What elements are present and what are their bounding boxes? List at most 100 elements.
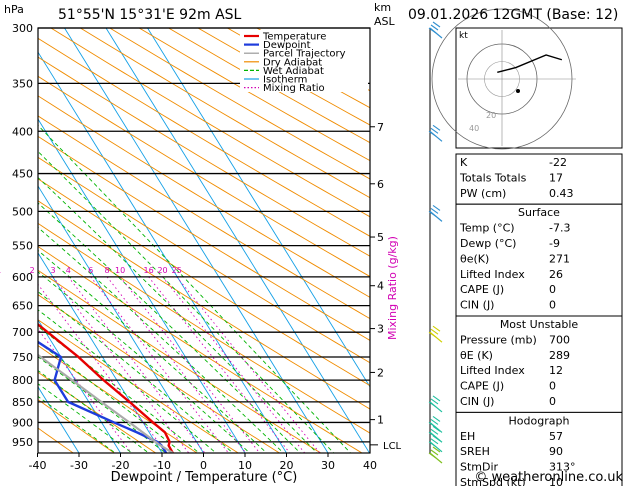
indices-label: Totals Totals bbox=[459, 171, 527, 184]
lcl-label: LCL bbox=[383, 441, 402, 452]
x-tick-label: 40 bbox=[363, 459, 377, 472]
mixing-ratio-axis-title: Mixing Ratio (g/kg) bbox=[386, 236, 399, 340]
most-unstable-label: Pressure (mb) bbox=[460, 333, 537, 346]
pressure-tick-label: 900 bbox=[12, 416, 33, 429]
km-tick-label: 2 bbox=[377, 366, 384, 379]
surface-label: Temp (°C) bbox=[459, 222, 515, 235]
wet-adiabat-line bbox=[0, 0, 142, 460]
wind-barb-flag bbox=[433, 205, 440, 210]
km-tick-label: 4 bbox=[377, 280, 384, 293]
x-axis-title: Dewpoint / Temperature (°C) bbox=[111, 470, 298, 485]
mixing-ratio-line bbox=[107, 277, 252, 460]
pressure-tick-label: 300 bbox=[12, 22, 33, 35]
pressure-tick-label: 450 bbox=[12, 168, 33, 181]
dry-adiabat-line bbox=[0, 3, 83, 460]
surface-value: 0 bbox=[549, 283, 556, 296]
mixing-ratio-label: 6 bbox=[88, 266, 93, 275]
mixing-ratio-label: 3 bbox=[50, 266, 55, 275]
datetime-title: 09.01.2026 12GMT (Base: 12) bbox=[408, 7, 618, 23]
mixing-ratio-label: 25 bbox=[172, 266, 182, 275]
pressure-tick-label: 500 bbox=[12, 205, 33, 218]
indices-label: K bbox=[460, 156, 468, 169]
pressure-tick-label: 800 bbox=[12, 374, 33, 387]
wind-barb-flag bbox=[429, 453, 436, 458]
indices-label: PW (cm) bbox=[460, 187, 506, 200]
dry-adiabat-line bbox=[0, 3, 457, 460]
wet-adiabat-line bbox=[0, 0, 158, 460]
wind-barb-flag bbox=[433, 416, 440, 421]
wind-barb bbox=[429, 326, 442, 342]
most-unstable-label: Lifted Index bbox=[460, 364, 525, 377]
most-unstable-label: CIN (J) bbox=[460, 395, 494, 408]
surface-label: θe(K) bbox=[460, 252, 489, 265]
hodograph-unit-label: kt bbox=[459, 31, 468, 41]
most-unstable-label: CAPE (J) bbox=[460, 380, 504, 393]
wet-adiabat-line bbox=[0, 0, 225, 460]
indices-value: -22 bbox=[549, 156, 567, 169]
mixing-ratio-label: 2 bbox=[30, 266, 35, 275]
most-unstable-value: 0 bbox=[549, 395, 556, 408]
isotherm-line bbox=[0, 0, 42, 460]
most-unstable-value: 0 bbox=[549, 380, 556, 393]
km-tick-label: 6 bbox=[377, 178, 384, 191]
hodograph-table-title: Hodograph bbox=[509, 414, 570, 427]
wind-barb bbox=[429, 447, 442, 463]
wind-barb-flag bbox=[433, 436, 440, 441]
most-unstable-title: Most Unstable bbox=[500, 318, 579, 331]
pressure-tick-label: 400 bbox=[12, 125, 33, 138]
wind-barb-flag bbox=[433, 125, 440, 130]
most-unstable-label: θE (K) bbox=[460, 349, 493, 362]
wind-barb-flag bbox=[433, 426, 440, 431]
pressure-tick-label: 850 bbox=[12, 396, 33, 409]
surface-label: CAPE (J) bbox=[460, 283, 504, 296]
pressure-tick-label: 700 bbox=[12, 326, 33, 339]
mixing-ratio-label: 16 bbox=[143, 266, 153, 275]
wet-adiabat-line bbox=[0, 0, 241, 460]
km-tick-label: 5 bbox=[377, 231, 384, 244]
asl-unit-label: ASL bbox=[374, 15, 396, 28]
mixing-ratio-label: 4 bbox=[66, 266, 71, 275]
surface-label: Dewp (°C) bbox=[460, 237, 516, 250]
dry-adiabat-line bbox=[0, 3, 42, 460]
km-tick-label: 1 bbox=[377, 414, 384, 427]
surface-label: CIN (J) bbox=[460, 299, 494, 312]
hodograph-ring-label: 20 bbox=[486, 111, 496, 120]
surface-value: -9 bbox=[549, 237, 560, 250]
hodograph-ring-label: 40 bbox=[469, 124, 479, 133]
hodograph-table-label: EH bbox=[460, 430, 475, 443]
x-tick-label: -30 bbox=[70, 459, 88, 472]
surface-value: 0 bbox=[549, 299, 556, 312]
km-unit-label: km bbox=[374, 1, 391, 14]
hodograph-box bbox=[456, 28, 622, 148]
most-unstable-value: 289 bbox=[549, 349, 570, 362]
pressure-tick-label: 550 bbox=[12, 240, 33, 253]
wind-barb-flag bbox=[433, 326, 440, 331]
pressure-tick-label: 750 bbox=[12, 351, 33, 364]
wind-barb bbox=[429, 416, 442, 432]
wind-barb-flag bbox=[433, 396, 440, 401]
most-unstable-value: 12 bbox=[549, 364, 563, 377]
indices-value: 0.43 bbox=[549, 187, 574, 200]
wet-adiabat-line bbox=[0, 0, 191, 460]
indices-value: 17 bbox=[549, 171, 563, 184]
copyright-footer: © weatheronline.co.uk bbox=[474, 470, 623, 485]
location-title: 51°55'N 15°31'E 92m ASL bbox=[58, 7, 242, 23]
surface-title: Surface bbox=[518, 206, 560, 219]
hodograph-table-value: 57 bbox=[549, 430, 563, 443]
wind-barb bbox=[429, 426, 442, 442]
pressure-unit-label: hPa bbox=[4, 3, 24, 16]
x-tick-label: 30 bbox=[321, 459, 335, 472]
surface-value: 271 bbox=[549, 252, 570, 265]
mixing-ratio-line bbox=[53, 277, 194, 460]
km-tick-label: 7 bbox=[377, 121, 384, 134]
wind-barb bbox=[429, 22, 442, 38]
surface-label: Lifted Index bbox=[460, 268, 525, 281]
km-tick-label: 3 bbox=[377, 323, 384, 336]
wind-barb bbox=[429, 125, 442, 141]
wind-barb bbox=[429, 205, 442, 221]
mixing-ratio-label: 1 bbox=[0, 266, 1, 275]
mixing-ratio-label: 10 bbox=[115, 266, 125, 275]
hodograph-table-value: 90 bbox=[549, 445, 563, 458]
